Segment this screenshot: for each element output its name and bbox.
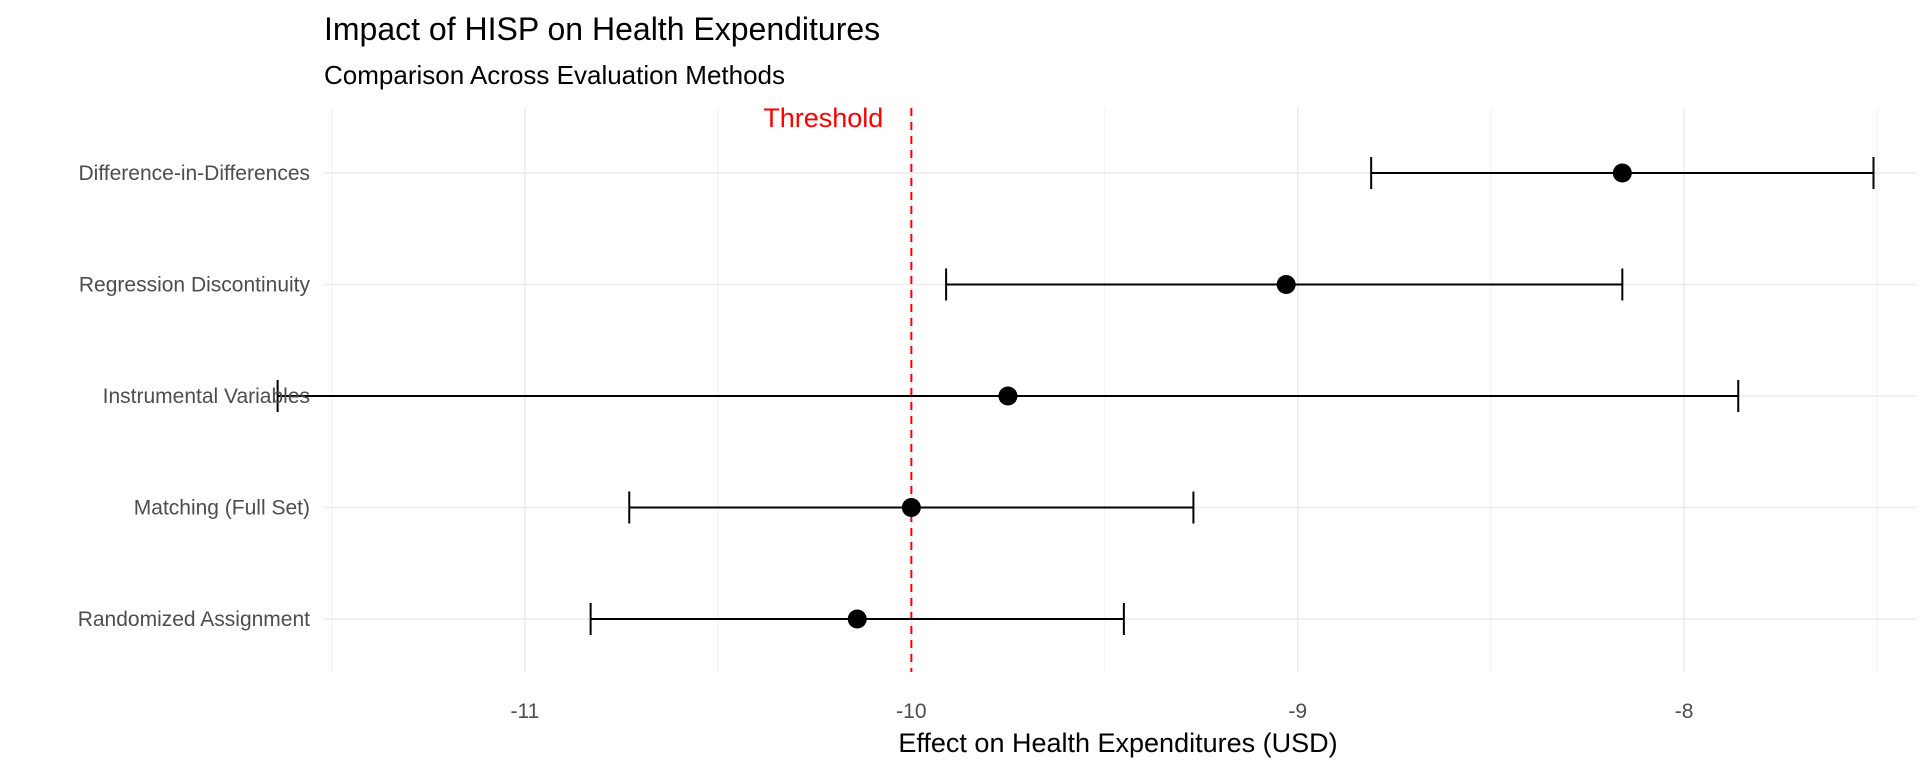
x-tick-label: -10: [896, 700, 926, 723]
x-tick-label: -11: [511, 700, 540, 723]
reference-line-group: Threshold: [763, 103, 913, 672]
y-tick-label: Regression Discontinuity: [79, 274, 311, 297]
x-axis-labels: -11 -10 -9 -8: [511, 700, 1694, 723]
estimate-point: [1612, 163, 1632, 183]
estimate-point: [847, 609, 867, 629]
y-tick-label: Difference-in-Differences: [79, 162, 311, 185]
points: [847, 163, 1632, 629]
x-axis-title: Effect on Health Expenditures (USD): [898, 728, 1337, 758]
x-tick-label: -9: [1288, 700, 1307, 723]
y-axis-labels: Difference-in-Differences Regression Disc…: [78, 162, 311, 631]
estimate-point: [998, 386, 1018, 406]
y-tick-label: Instrumental Variables: [103, 385, 310, 408]
chart-subtitle: Comparison Across Evaluation Methods: [324, 60, 785, 90]
x-tick-label: -8: [1675, 700, 1694, 723]
y-tick-label: Matching (Full Set): [134, 497, 310, 520]
y-tick-label: Randomized Assignment: [78, 608, 310, 631]
chart-title: Impact of HISP on Health Expenditures: [324, 11, 880, 47]
errorbars: [276, 157, 1875, 635]
grid: [324, 108, 1916, 672]
estimate-point: [901, 498, 921, 517]
estimate-point: [1276, 275, 1296, 294]
threshold-label: Threshold: [763, 103, 883, 133]
